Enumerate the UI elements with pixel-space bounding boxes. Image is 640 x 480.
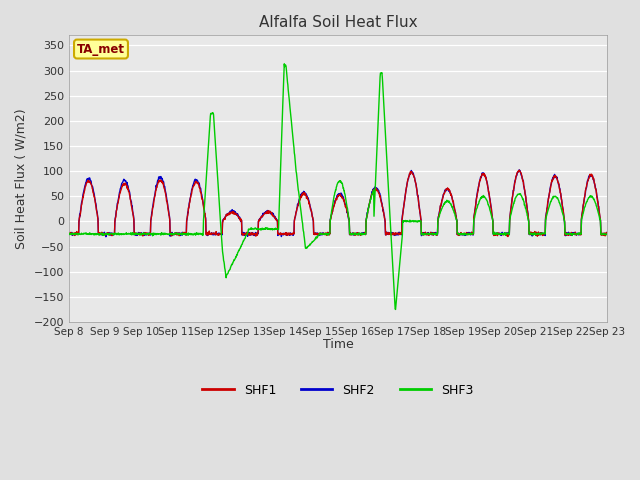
SHF3 [107, 231, 115, 237]
SHF2 [603, 229, 611, 235]
SHF1 [603, 230, 611, 236]
SHF3 [603, 231, 611, 237]
SHF1 [504, 234, 512, 240]
SHF3 [65, 231, 73, 237]
SHF3 [129, 231, 136, 237]
SHF1 [129, 209, 136, 215]
Line: SHF1: SHF1 [69, 170, 607, 237]
SHF1 [65, 231, 73, 237]
SHF1 [293, 205, 301, 211]
SHF2 [294, 201, 301, 207]
SHF3 [280, 61, 288, 67]
Text: TA_met: TA_met [77, 43, 125, 56]
SHF3 [314, 233, 322, 239]
Legend: SHF1, SHF2, SHF3: SHF1, SHF2, SHF3 [198, 379, 478, 402]
SHF3 [305, 243, 312, 249]
SHF1 [314, 231, 322, 237]
Line: SHF3: SHF3 [69, 64, 607, 310]
X-axis label: Time: Time [323, 338, 353, 351]
SHF1 [107, 231, 115, 237]
Line: SHF2: SHF2 [69, 170, 607, 237]
Y-axis label: Soil Heat Flux ( W/m2): Soil Heat Flux ( W/m2) [15, 108, 28, 249]
SHF2 [372, 185, 380, 191]
SHF2 [314, 232, 322, 238]
SHF2 [65, 231, 73, 237]
SHF3 [392, 307, 399, 312]
SHF2 [107, 230, 115, 236]
SHF1 [371, 187, 379, 193]
SHF2 [102, 234, 109, 240]
SHF2 [305, 197, 312, 203]
SHF2 [129, 209, 137, 215]
SHF3 [294, 181, 301, 187]
Title: Alfalfa Soil Heat Flux: Alfalfa Soil Heat Flux [259, 15, 417, 30]
SHF2 [516, 167, 524, 173]
SHF1 [516, 168, 524, 173]
SHF1 [305, 197, 312, 203]
SHF3 [372, 181, 380, 187]
